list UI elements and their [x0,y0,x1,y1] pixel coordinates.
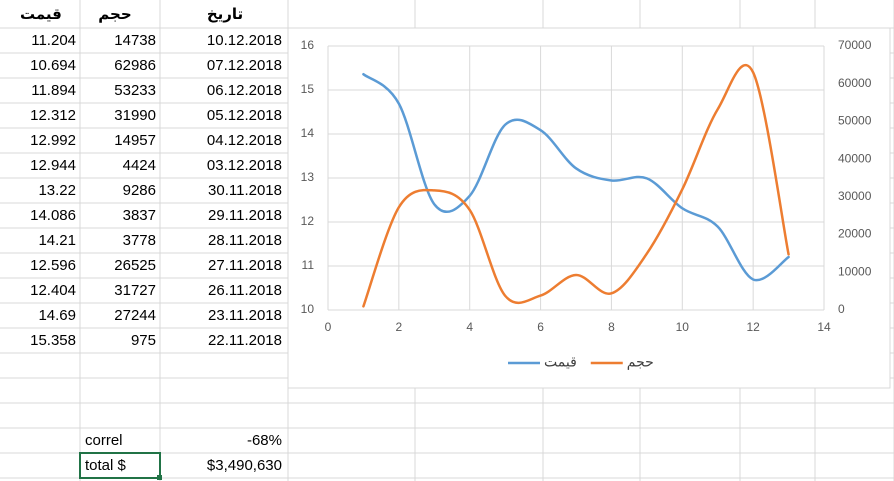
cell: 11.204 [31,32,76,49]
y-tick-label: 10 [301,302,315,316]
cell: 05.12.2018 [207,107,282,124]
cell: 03.12.2018 [207,157,282,174]
cell: 11.894 [31,82,76,99]
cell: 23.11.2018 [208,307,282,324]
chart-area [287,27,891,389]
cell: 14957 [114,132,156,149]
cell: 29.11.2018 [208,207,282,224]
cell: 14.086 [30,207,76,224]
x-tick-label: 14 [817,320,831,334]
summary-value: -68% [247,432,282,449]
cell: 12.992 [30,132,76,149]
cell: 28.11.2018 [208,232,282,249]
summary-label: total $ [85,457,127,474]
cell: 31727 [114,282,156,299]
y2-tick-label: 40000 [838,151,872,165]
cell: 22.11.2018 [208,332,282,349]
cell: 3778 [123,232,156,249]
x-tick-label: 2 [396,320,403,334]
cell: 14.69 [38,307,76,324]
y-tick-label: 13 [301,170,315,184]
cell: 13.22 [38,182,76,199]
cell: 27244 [114,307,156,324]
cell: 15.358 [30,332,76,349]
y-tick-label: 11 [302,258,315,272]
x-tick-label: 0 [325,320,332,334]
fill-handle [157,475,162,480]
cell: 30.11.2018 [208,182,282,199]
cell: 26525 [114,257,156,274]
y-tick-label: 15 [301,82,315,96]
cell: 14738 [114,32,156,49]
summary-label: correl [85,432,123,449]
x-tick-label: 8 [608,320,615,334]
legend-label: قیمت [544,354,577,370]
y-tick-label: 14 [301,126,315,140]
cell: 26.11.2018 [208,282,282,299]
cell: 12.944 [30,157,76,174]
cell: 4424 [123,157,156,174]
x-tick-label: 10 [676,320,690,334]
x-tick-label: 6 [537,320,544,334]
cell: 10.12.2018 [207,32,282,49]
cell: 12.404 [30,282,76,299]
cell: 975 [131,332,156,349]
series-line [362,63,790,308]
header-cell: تاریخ [207,6,243,23]
x-tick-label: 12 [746,320,760,334]
series-line [362,72,790,282]
y2-tick-label: 50000 [838,114,872,128]
cell: 53233 [114,82,156,99]
selected-cell [79,452,161,479]
cell: 06.12.2018 [207,82,282,99]
cell: 9286 [123,182,156,199]
cell: 12.312 [30,107,76,124]
y-tick-label: 12 [301,214,315,228]
y2-tick-label: 10000 [838,264,872,278]
cell: 14.21 [38,232,76,249]
summary-value: $3,490,630 [207,457,282,474]
cell: 07.12.2018 [207,57,282,74]
cell: 12.596 [30,257,76,274]
cell: 31990 [114,107,156,124]
y2-tick-label: 70000 [838,38,872,52]
header-cell: قیمت [20,6,62,23]
y-tick-label: 16 [301,38,315,52]
cell: 10.694 [30,57,76,74]
y2-tick-label: 60000 [838,76,872,90]
x-tick-label: 4 [466,320,473,334]
cell: 62986 [114,57,156,74]
header-cell: حجم [98,6,131,23]
legend-label: حجم [627,354,654,371]
y2-tick-label: 0 [838,302,845,316]
y2-tick-label: 20000 [838,227,872,241]
cell: 04.12.2018 [207,132,282,149]
cell: 27.11.2018 [208,257,282,274]
cell: 3837 [123,207,156,224]
y2-tick-label: 30000 [838,189,872,203]
